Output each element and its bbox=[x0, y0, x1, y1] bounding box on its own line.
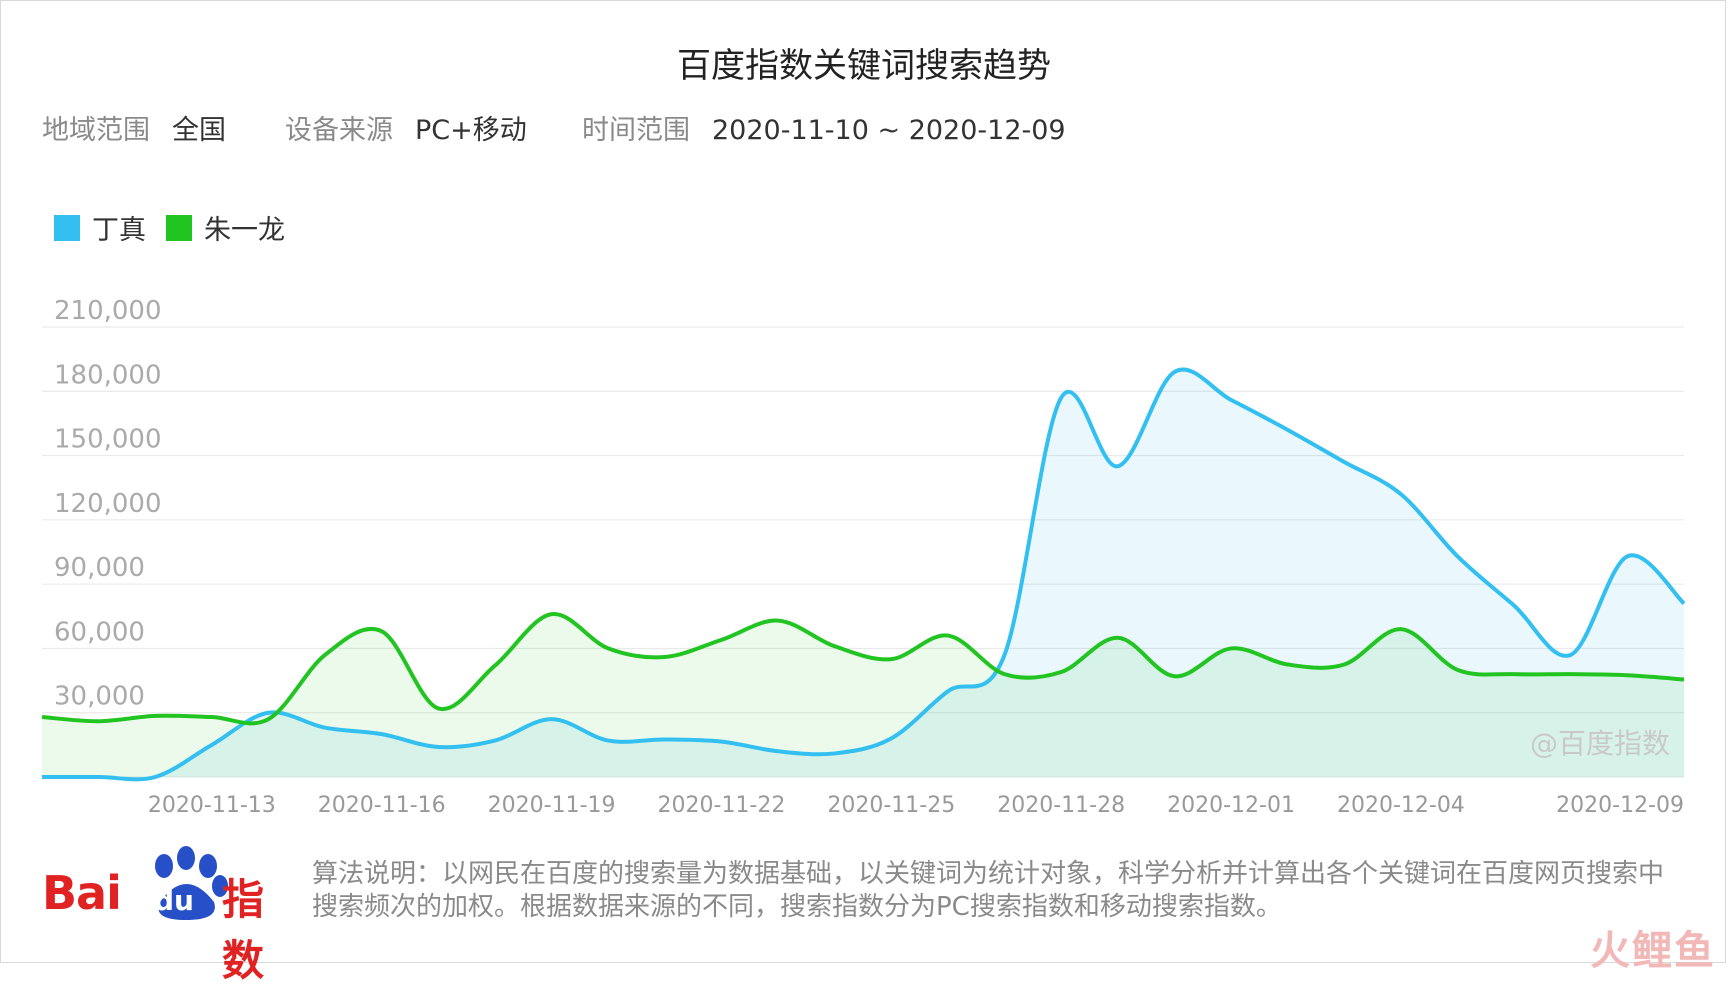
device-filter: 设备来源 PC+移动 bbox=[285, 108, 527, 147]
region-filter: 地域范围 全国 bbox=[42, 108, 226, 147]
algorithm-note: 算法说明：以网民在百度的搜索量为数据基础，以关键词为统计对象，科学分析并计算出各… bbox=[312, 859, 1665, 922]
area-zhuyilong bbox=[42, 613, 1684, 777]
x-tick-label: 2020-12-01 bbox=[1167, 793, 1295, 818]
area-dingzhen bbox=[42, 369, 1684, 780]
x-tick-label: 2020-11-13 bbox=[148, 793, 276, 818]
logo-word: Bai bbox=[42, 866, 122, 920]
y-tick-label: 60,000 bbox=[54, 617, 145, 647]
device-value: PC+移动 bbox=[415, 115, 527, 146]
y-tick-label: 90,000 bbox=[54, 553, 145, 583]
chart-title: 百度指数关键词搜索趋势 bbox=[677, 46, 1051, 86]
x-tick-label: 2020-11-16 bbox=[318, 793, 446, 818]
logo-du: du bbox=[154, 884, 194, 917]
legend-label-dingzhen: 丁真 bbox=[92, 215, 146, 246]
region-value: 全国 bbox=[172, 115, 226, 146]
time-value: 2020-11-10 ~ 2020-12-09 bbox=[712, 115, 1066, 146]
y-tick-label: 210,000 bbox=[54, 296, 162, 326]
brand-mark: 火鲤鱼 bbox=[1590, 928, 1716, 974]
legend-swatch-dingzhen bbox=[54, 214, 80, 241]
legend-swatch-zhuyilong bbox=[166, 214, 192, 241]
legend-label-zhuyilong: 朱一龙 bbox=[204, 215, 285, 246]
y-tick-label: 180,000 bbox=[54, 360, 162, 390]
region-label: 地域范围 bbox=[42, 115, 150, 146]
y-tick-label: 150,000 bbox=[54, 425, 162, 455]
legend-item-zhuyilong[interactable]: 朱一龙 bbox=[166, 208, 285, 247]
x-tick-label: 2020-12-04 bbox=[1337, 793, 1465, 818]
x-tick-label: 2020-11-28 bbox=[997, 793, 1125, 818]
chart-frame bbox=[0, 0, 1726, 963]
logo-suffix: 指数 bbox=[222, 875, 265, 985]
baidu-paw-icon bbox=[155, 846, 228, 920]
time-label: 时间范围 bbox=[582, 115, 690, 146]
line-zhuyilong bbox=[41, 612, 1685, 726]
x-tick-label: 2020-11-22 bbox=[658, 793, 786, 818]
device-label: 设备来源 bbox=[285, 115, 393, 146]
y-tick-label: 30,000 bbox=[54, 682, 145, 712]
x-tick-label: 2020-12-09 bbox=[1556, 793, 1684, 818]
legend-item-dingzhen[interactable]: 丁真 bbox=[54, 208, 146, 247]
y-tick-label: 120,000 bbox=[54, 489, 162, 519]
watermark: @百度指数 bbox=[1529, 727, 1670, 760]
baidu-index-logo: Bai du 指数 bbox=[42, 842, 282, 985]
time-filter: 时间范围 2020-11-10 ~ 2020-12-09 bbox=[582, 108, 1066, 147]
line-dingzhen bbox=[42, 367, 1686, 782]
trend-chart: 30,000 60,000 90,000 120,000 150,000 180,000 2… bbox=[41, 296, 1686, 818]
chart-legend: 丁真 朱一龙 bbox=[54, 208, 305, 247]
x-tick-label: 2020-11-25 bbox=[827, 793, 955, 818]
x-tick-label: 2020-11-19 bbox=[488, 793, 616, 818]
